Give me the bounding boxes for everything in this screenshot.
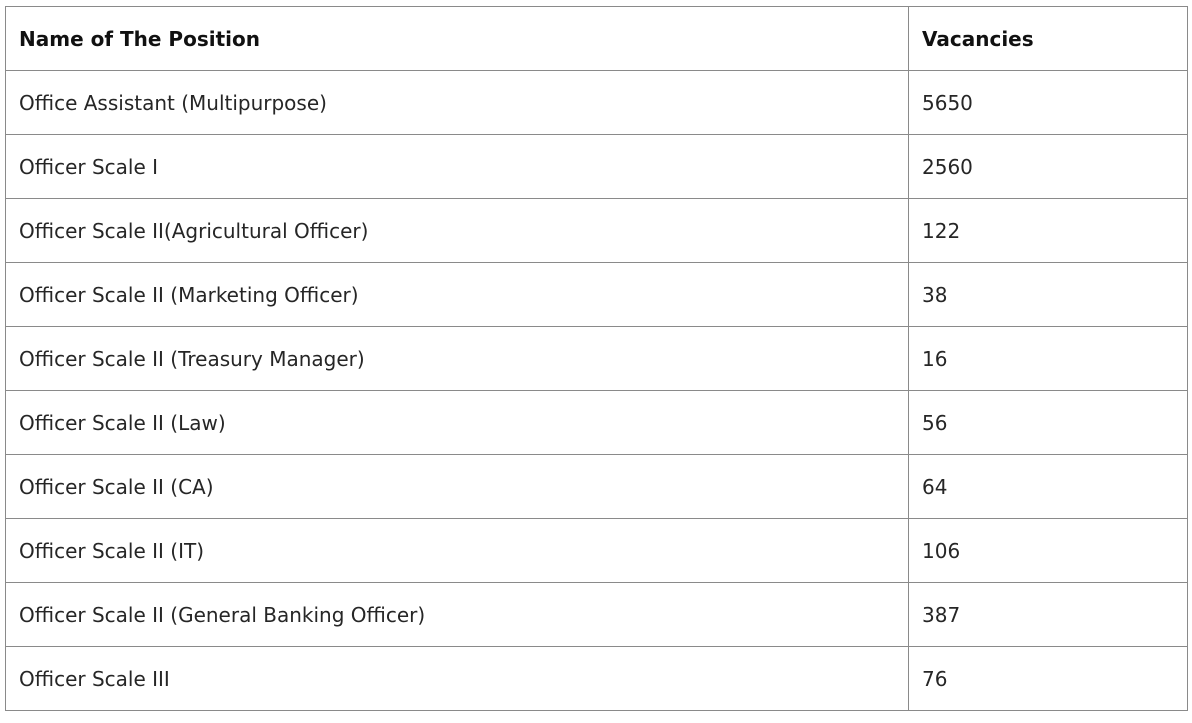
table-row: Officer Scale II (Marketing Officer) 38 — [5, 262, 1188, 327]
table-row: Officer Scale II (Law) 56 — [5, 390, 1188, 455]
vacancies-cell: 5650 — [908, 70, 1188, 135]
vacancies-cell: 2560 — [908, 134, 1188, 199]
header-vacancies: Vacancies — [908, 6, 1188, 71]
table-row: Officer Scale II(Agricultural Officer) 1… — [5, 198, 1188, 263]
table-row: Office Assistant (Multipurpose) 5650 — [5, 70, 1188, 135]
vacancies-table: Name of The Position Vacancies Office As… — [5, 6, 1188, 711]
vacancies-cell: 38 — [908, 262, 1188, 327]
vacancies-cell: 122 — [908, 198, 1188, 263]
table-row: Officer Scale II (Treasury Manager) 16 — [5, 326, 1188, 391]
vacancies-cell: 106 — [908, 518, 1188, 583]
vacancies-cell: 76 — [908, 646, 1188, 711]
vacancies-cell: 387 — [908, 582, 1188, 647]
table-row: Officer Scale II (General Banking Office… — [5, 582, 1188, 647]
table-row: Officer Scale II (IT) 106 — [5, 518, 1188, 583]
vacancies-cell: 56 — [908, 390, 1188, 455]
vacancies-cell: 16 — [908, 326, 1188, 391]
position-name-cell: Officer Scale I — [5, 134, 909, 199]
position-name-cell: Officer Scale II(Agricultural Officer) — [5, 198, 909, 263]
position-name-cell: Officer Scale II (General Banking Office… — [5, 582, 909, 647]
position-name-cell: Officer Scale II (Treasury Manager) — [5, 326, 909, 391]
position-name-cell: Officer Scale II (Law) — [5, 390, 909, 455]
position-name-cell: Officer Scale III — [5, 646, 909, 711]
header-position-name: Name of The Position — [5, 6, 909, 71]
vacancies-cell: 64 — [908, 454, 1188, 519]
position-name-cell: Officer Scale II (IT) — [5, 518, 909, 583]
table-header-row: Name of The Position Vacancies — [5, 6, 1188, 71]
position-name-cell: Officer Scale II (Marketing Officer) — [5, 262, 909, 327]
table-row: Officer Scale II (CA) 64 — [5, 454, 1188, 519]
table-row: Officer Scale I 2560 — [5, 134, 1188, 199]
position-name-cell: Office Assistant (Multipurpose) — [5, 70, 909, 135]
table-row: Officer Scale III 76 — [5, 646, 1188, 711]
position-name-cell: Officer Scale II (CA) — [5, 454, 909, 519]
